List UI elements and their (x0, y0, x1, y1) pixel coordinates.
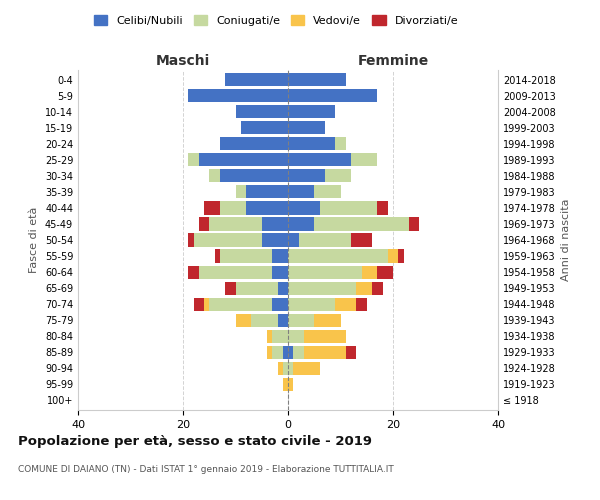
Bar (288, 250, 388, 262)
Bar (262, 234, 288, 246)
Bar (288, 105, 335, 118)
Bar (356, 282, 372, 294)
Bar (293, 346, 304, 359)
Bar (225, 282, 235, 294)
Bar (288, 362, 293, 375)
Bar (225, 73, 288, 86)
Bar (304, 330, 346, 343)
Bar (288, 202, 320, 214)
Bar (377, 266, 393, 278)
Bar (288, 298, 335, 310)
Bar (314, 314, 341, 327)
Bar (356, 298, 367, 310)
Bar (272, 330, 288, 343)
Text: Femmine: Femmine (358, 54, 428, 68)
Bar (204, 298, 209, 310)
Bar (377, 202, 388, 214)
Text: Popolazione per età, sesso e stato civile - 2019: Popolazione per età, sesso e stato civil… (18, 435, 372, 448)
Bar (361, 266, 377, 278)
Bar (277, 282, 288, 294)
Bar (209, 298, 272, 310)
Bar (288, 89, 377, 102)
Bar (288, 121, 325, 134)
Y-axis label: Fasce di età: Fasce di età (29, 207, 39, 273)
Bar (220, 202, 246, 214)
Bar (220, 170, 288, 182)
Bar (346, 346, 356, 359)
Bar (325, 170, 351, 182)
Bar (272, 266, 288, 278)
Bar (267, 330, 272, 343)
Bar (193, 298, 204, 310)
Bar (235, 282, 277, 294)
Bar (288, 234, 299, 246)
Bar (288, 330, 304, 343)
Bar (277, 314, 288, 327)
Bar (372, 282, 383, 294)
Bar (199, 153, 288, 166)
Bar (351, 153, 377, 166)
Bar (314, 186, 341, 198)
Text: COMUNE DI DAIANO (TN) - Dati ISTAT 1° gennaio 2019 - Elaborazione TUTTITALIA.IT: COMUNE DI DAIANO (TN) - Dati ISTAT 1° ge… (18, 465, 394, 474)
Bar (398, 250, 404, 262)
Bar (193, 234, 262, 246)
Bar (199, 266, 272, 278)
Bar (199, 218, 209, 230)
Bar (288, 314, 314, 327)
Bar (188, 266, 199, 278)
Bar (209, 170, 220, 182)
Bar (215, 250, 220, 262)
Text: Maschi: Maschi (156, 54, 210, 68)
Bar (235, 105, 288, 118)
Bar (204, 202, 220, 214)
Bar (288, 137, 335, 150)
Bar (220, 137, 288, 150)
Bar (251, 314, 277, 327)
Bar (235, 186, 246, 198)
Bar (288, 378, 293, 391)
Bar (188, 89, 288, 102)
Bar (299, 234, 351, 246)
Bar (272, 346, 283, 359)
Bar (314, 218, 409, 230)
Bar (288, 266, 361, 278)
Bar (288, 186, 314, 198)
Bar (320, 202, 377, 214)
Bar (288, 218, 314, 230)
Bar (209, 218, 262, 230)
Bar (277, 362, 283, 375)
Bar (267, 346, 272, 359)
Bar (351, 234, 372, 246)
Bar (188, 234, 193, 246)
Bar (288, 73, 346, 86)
Bar (272, 250, 288, 262)
Legend: Celibi/Nubili, Coniugati/e, Vedovi/e, Divorziati/e: Celibi/Nubili, Coniugati/e, Vedovi/e, Di… (89, 10, 463, 30)
Bar (283, 378, 288, 391)
Bar (288, 282, 356, 294)
Bar (409, 218, 419, 230)
Bar (293, 362, 320, 375)
Bar (235, 314, 251, 327)
Bar (335, 137, 346, 150)
Bar (288, 170, 325, 182)
Bar (283, 346, 288, 359)
Bar (335, 298, 356, 310)
Bar (188, 153, 199, 166)
Bar (288, 346, 293, 359)
Bar (388, 250, 398, 262)
Bar (246, 186, 288, 198)
Bar (246, 202, 288, 214)
Bar (262, 218, 288, 230)
Bar (304, 346, 346, 359)
Bar (272, 298, 288, 310)
Bar (283, 362, 288, 375)
Bar (288, 153, 351, 166)
Bar (220, 250, 272, 262)
Bar (241, 121, 288, 134)
Y-axis label: Anni di nascita: Anni di nascita (561, 198, 571, 281)
